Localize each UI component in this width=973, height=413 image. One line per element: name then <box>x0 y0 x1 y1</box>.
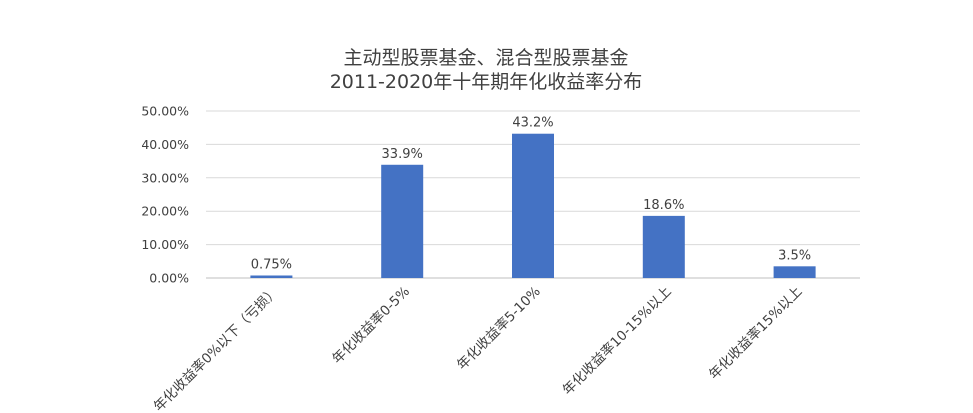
data-labels: 0.75% 33.9% 43.2% 18.6% 3.5% <box>251 116 811 273</box>
data-label: 33.9% <box>382 147 423 162</box>
data-label: 43.2% <box>512 116 553 131</box>
x-tick-label: 年化收益率15%以上 <box>705 283 805 383</box>
x-axis-ticks: 年化收益率0%以下（亏损） 年化收益率0-5% 年化收益率5-10% 年化收益率10-… <box>150 283 805 413</box>
x-tick-label: 年化收益率5-10% <box>453 283 544 374</box>
bar <box>642 215 685 278</box>
y-axis-ticks: 0.00% 10.00% 20.00% 30.00% 40.00% 50.00% <box>141 104 189 286</box>
x-tick-label: 年化收益率10-15%以上 <box>559 283 675 399</box>
y-tick-label: 20.00% <box>141 204 189 219</box>
chart-title-line-2: 2011-2020年十年期年化收益率分布 <box>330 71 643 93</box>
bar <box>512 133 554 278</box>
data-label: 0.75% <box>251 257 292 272</box>
x-tick-label: 年化收益率0-5% <box>329 283 414 368</box>
data-label: 3.5% <box>778 248 811 263</box>
y-tick-label: 0.00% <box>149 271 189 286</box>
x-tick-label: 年化收益率0%以下（亏损） <box>150 283 282 413</box>
y-tick-label: 50.00% <box>141 104 189 119</box>
y-tick-label: 30.00% <box>141 170 189 185</box>
chart-title-line-1: 主动型股票基金、混合型股票基金 <box>343 47 628 69</box>
y-tick-label: 10.00% <box>141 237 189 252</box>
bar <box>773 266 816 278</box>
y-tick-label: 40.00% <box>141 137 189 152</box>
data-label: 18.6% <box>643 198 684 213</box>
bar <box>381 164 424 278</box>
bars <box>250 133 816 278</box>
bar <box>250 275 293 278</box>
